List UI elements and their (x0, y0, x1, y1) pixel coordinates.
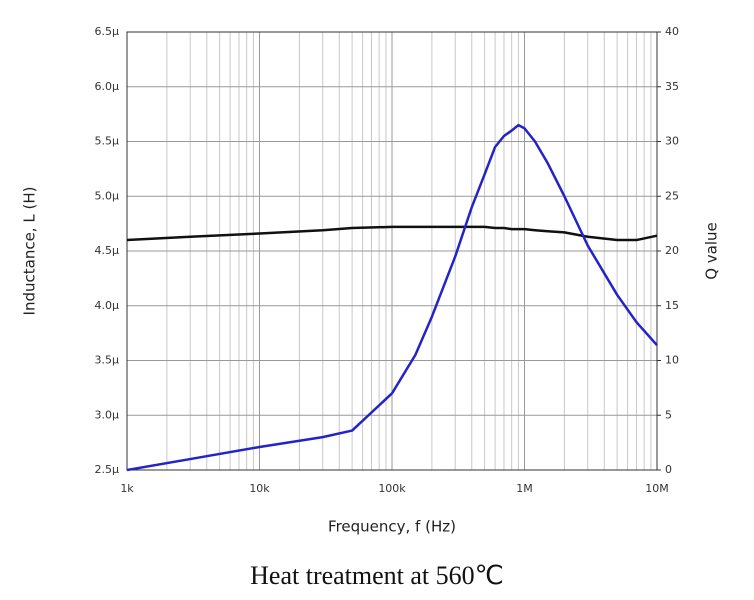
y-tick-label: 6.0µ (95, 80, 120, 93)
x-axis-title: Frequency, f (Hz) (328, 518, 456, 536)
plot-frame (126, 31, 658, 471)
y-tick-label: 3.5µ (95, 354, 120, 367)
y-tick-label: 4.0µ (95, 299, 120, 312)
x-tick-label: 100k (378, 482, 406, 495)
y-tick-label: 5.0µ (95, 189, 120, 202)
series-line (126, 123, 658, 472)
series-line (126, 225, 658, 242)
y-tick-label: 2.5µ (95, 463, 120, 476)
y-axis-title: Inductance, L (H) (21, 187, 39, 316)
y2-tick-label: 25 (665, 189, 679, 202)
x-tick-label: 10k (249, 482, 270, 495)
y2-tick-label: 20 (665, 244, 679, 257)
y2-tick-label: 5 (665, 408, 672, 421)
y2-axis-title: Q value (703, 222, 721, 280)
y2-tick-label: 15 (665, 299, 679, 312)
caption: Heat treatment at 560℃ (250, 561, 504, 590)
y2-tick-label: 35 (665, 80, 679, 93)
y-tick-label: 5.5µ (95, 135, 120, 148)
y2-tick-label: 30 (665, 135, 679, 148)
x-tick-label: 1M (516, 482, 533, 495)
x-tick-label: 10M (645, 482, 669, 495)
y-tick-label: 4.5µ (95, 244, 120, 257)
y2-tick-label: 0 (665, 463, 672, 476)
y-tick-label: 6.5µ (95, 25, 120, 38)
x-tick-label: 1k (120, 482, 134, 495)
y2-tick-label: 40 (665, 25, 679, 38)
y-tick-label: 3.0µ (95, 408, 120, 421)
y2-tick-label: 10 (665, 354, 679, 367)
